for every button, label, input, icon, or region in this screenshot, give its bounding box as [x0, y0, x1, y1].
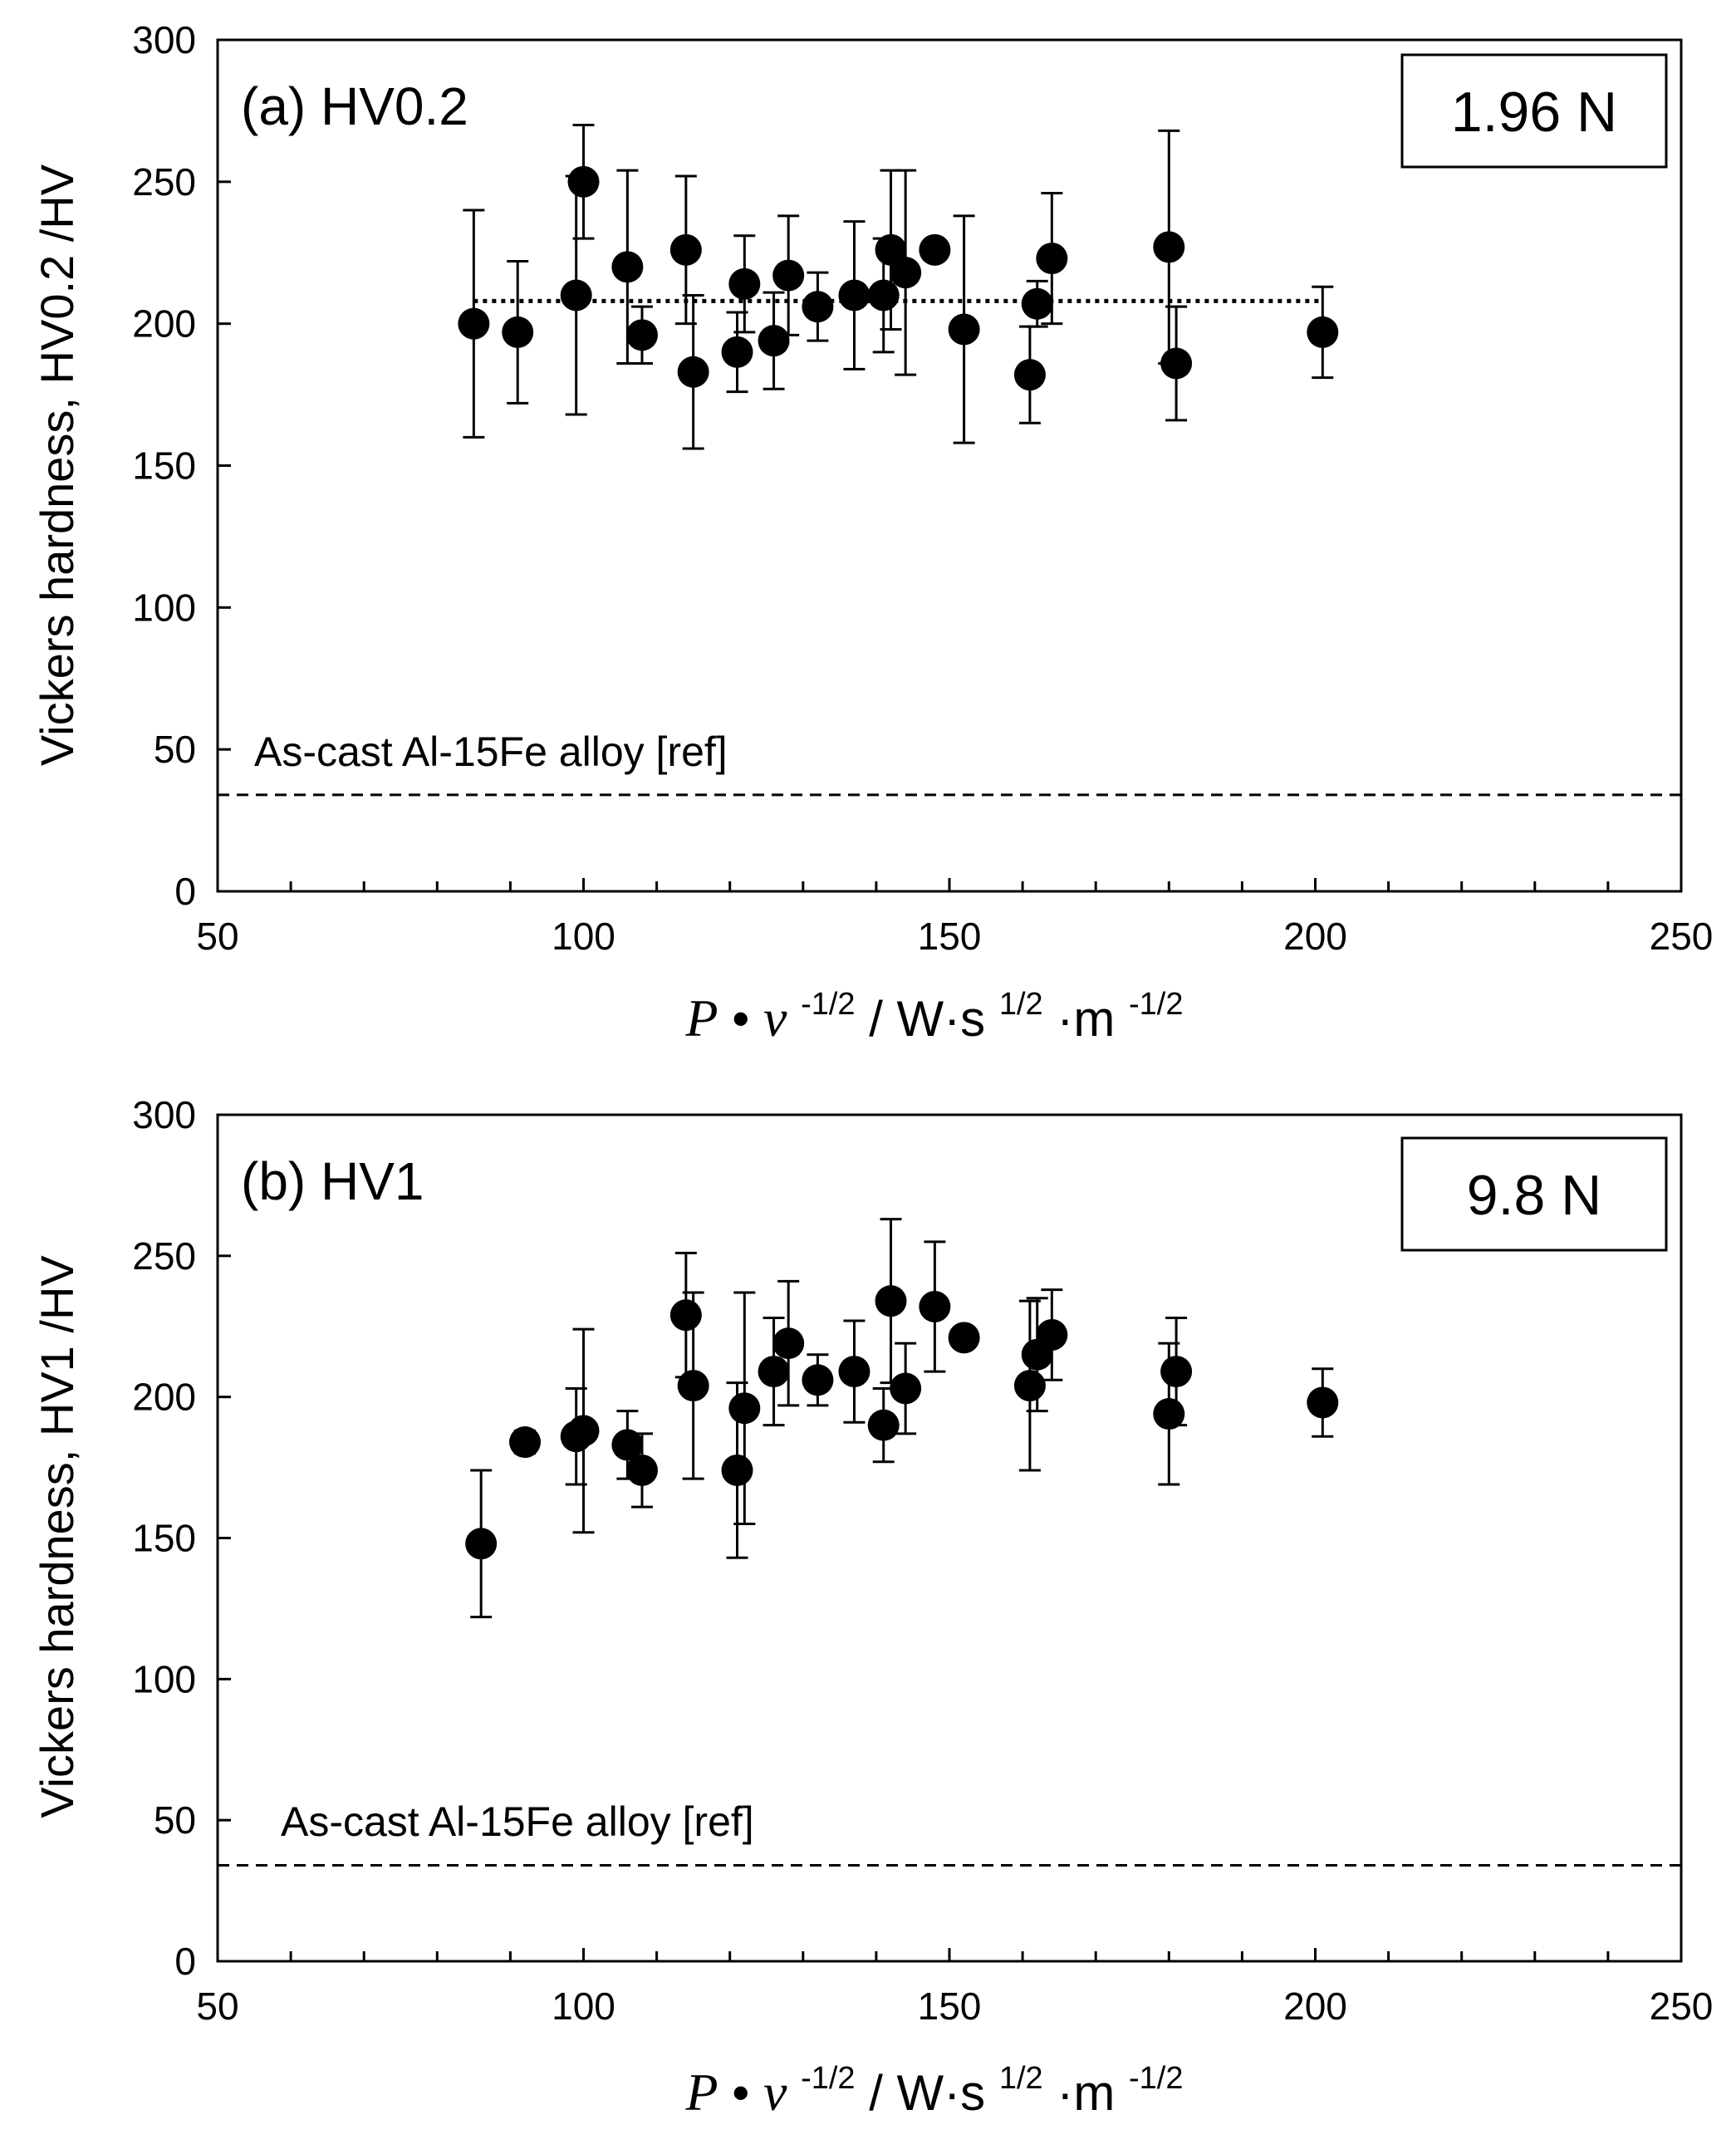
data-point [1153, 1398, 1185, 1430]
data-point [838, 1356, 870, 1388]
data-point [458, 307, 490, 340]
panel-label: (a) HV0.2 [241, 76, 468, 136]
x-axis-label: P • v -1/2 / W·s 1/2 ·m -1/2 [685, 969, 1184, 1047]
x-tick-label: 50 [196, 1985, 238, 2028]
load-label: 1.96 N [1451, 81, 1617, 144]
y-tick-label: 50 [154, 728, 196, 771]
data-point [875, 233, 907, 266]
error-bars [470, 1218, 1334, 1619]
y-tick-label: 100 [132, 1657, 196, 1700]
x-tick-label: 200 [1283, 1985, 1347, 2028]
data-point [567, 165, 600, 198]
x-tick-label: 150 [918, 915, 982, 958]
data-points [465, 1285, 1339, 1560]
y-tick-label: 100 [132, 586, 196, 629]
data-point [1036, 1318, 1068, 1351]
data-point [1160, 347, 1193, 380]
data-point [1153, 231, 1185, 263]
data-point [611, 251, 644, 283]
y-tick-label: 150 [132, 1517, 196, 1560]
data-point [1160, 1356, 1193, 1388]
load-label-box [1400, 1136, 1668, 1252]
y-axis-label: Vickers hardness, HV0.2 /HV [31, 164, 83, 766]
x-tick-label: 100 [552, 1985, 615, 2028]
y-tick-label: 200 [132, 302, 196, 346]
y-tick-label: 0 [174, 870, 196, 913]
y-tick-labels: 0 50 100 150 200 250 300 [132, 18, 196, 913]
data-point [890, 1372, 922, 1405]
data-point [758, 325, 790, 357]
data-point [838, 279, 870, 312]
data-point [919, 233, 951, 266]
data-points [458, 165, 1339, 391]
data-point [802, 291, 834, 323]
reference-label: As-cast Al-15Fe alloy [ref] [281, 1798, 754, 1845]
y-tick-label: 150 [132, 444, 196, 488]
data-point [1013, 1370, 1046, 1402]
y-tick-marks [218, 1113, 231, 1963]
data-point [502, 316, 534, 348]
data-point [567, 1415, 600, 1447]
data-point [1036, 243, 1068, 275]
y-axis-label: Vickers hardness, HV1 /HV [31, 1255, 83, 1818]
data-point [802, 1364, 834, 1396]
x-tick-labels: 50 100 150 200 250 [196, 915, 1713, 958]
data-point [728, 267, 761, 300]
panel-label: (b) HV1 [241, 1151, 424, 1211]
data-point [721, 1454, 753, 1486]
data-point [772, 1327, 805, 1360]
data-point [611, 1429, 644, 1461]
data-point [465, 1528, 498, 1560]
data-point [890, 257, 922, 289]
data-point [677, 1370, 709, 1402]
y-tick-label: 250 [132, 160, 196, 204]
data-point [625, 319, 658, 351]
reference-label: As-cast Al-15Fe alloy [ref] [254, 729, 728, 775]
x-tick-label: 150 [918, 1985, 982, 2028]
data-point [948, 313, 980, 346]
x-tick-marks [216, 1948, 1683, 1961]
data-point [1307, 316, 1339, 348]
data-point [867, 1409, 900, 1441]
load-label-box [1400, 53, 1668, 169]
y-tick-label: 300 [132, 18, 196, 61]
data-point [509, 1426, 542, 1459]
x-tick-label: 200 [1283, 915, 1347, 958]
data-point [1021, 287, 1053, 320]
x-tick-label: 250 [1650, 1985, 1714, 2028]
data-point [677, 356, 709, 388]
data-point [560, 279, 592, 312]
data-point [772, 259, 805, 292]
y-tick-label: 50 [154, 1798, 196, 1842]
data-point [1013, 359, 1046, 391]
data-point [875, 1285, 907, 1317]
data-point [669, 1299, 702, 1332]
x-axis-label: P • v -1/2 / W·s 1/2 ·m -1/2 [685, 2043, 1184, 2122]
y-tick-label: 200 [132, 1376, 196, 1419]
x-tick-label: 250 [1650, 915, 1714, 958]
data-point [758, 1356, 790, 1388]
y-tick-labels: 0 50 100 150 200 250 300 [132, 1093, 196, 1983]
x-tick-label: 100 [552, 915, 615, 958]
data-point [919, 1290, 951, 1322]
y-tick-label: 0 [174, 1940, 196, 1983]
y-tick-marks [218, 38, 231, 893]
data-point [867, 279, 900, 312]
x-tick-marks [216, 878, 1683, 891]
data-point [625, 1454, 658, 1486]
data-point [948, 1322, 980, 1354]
data-point [728, 1392, 761, 1425]
load-label: 9.8 N [1467, 1164, 1602, 1227]
y-tick-label: 300 [132, 1093, 196, 1136]
x-tick-label: 50 [196, 915, 238, 958]
y-tick-label: 250 [132, 1234, 196, 1278]
data-point [721, 336, 753, 368]
data-point [669, 233, 702, 266]
data-point [1307, 1386, 1339, 1419]
x-tick-labels: 50 100 150 200 250 [196, 1985, 1713, 2028]
